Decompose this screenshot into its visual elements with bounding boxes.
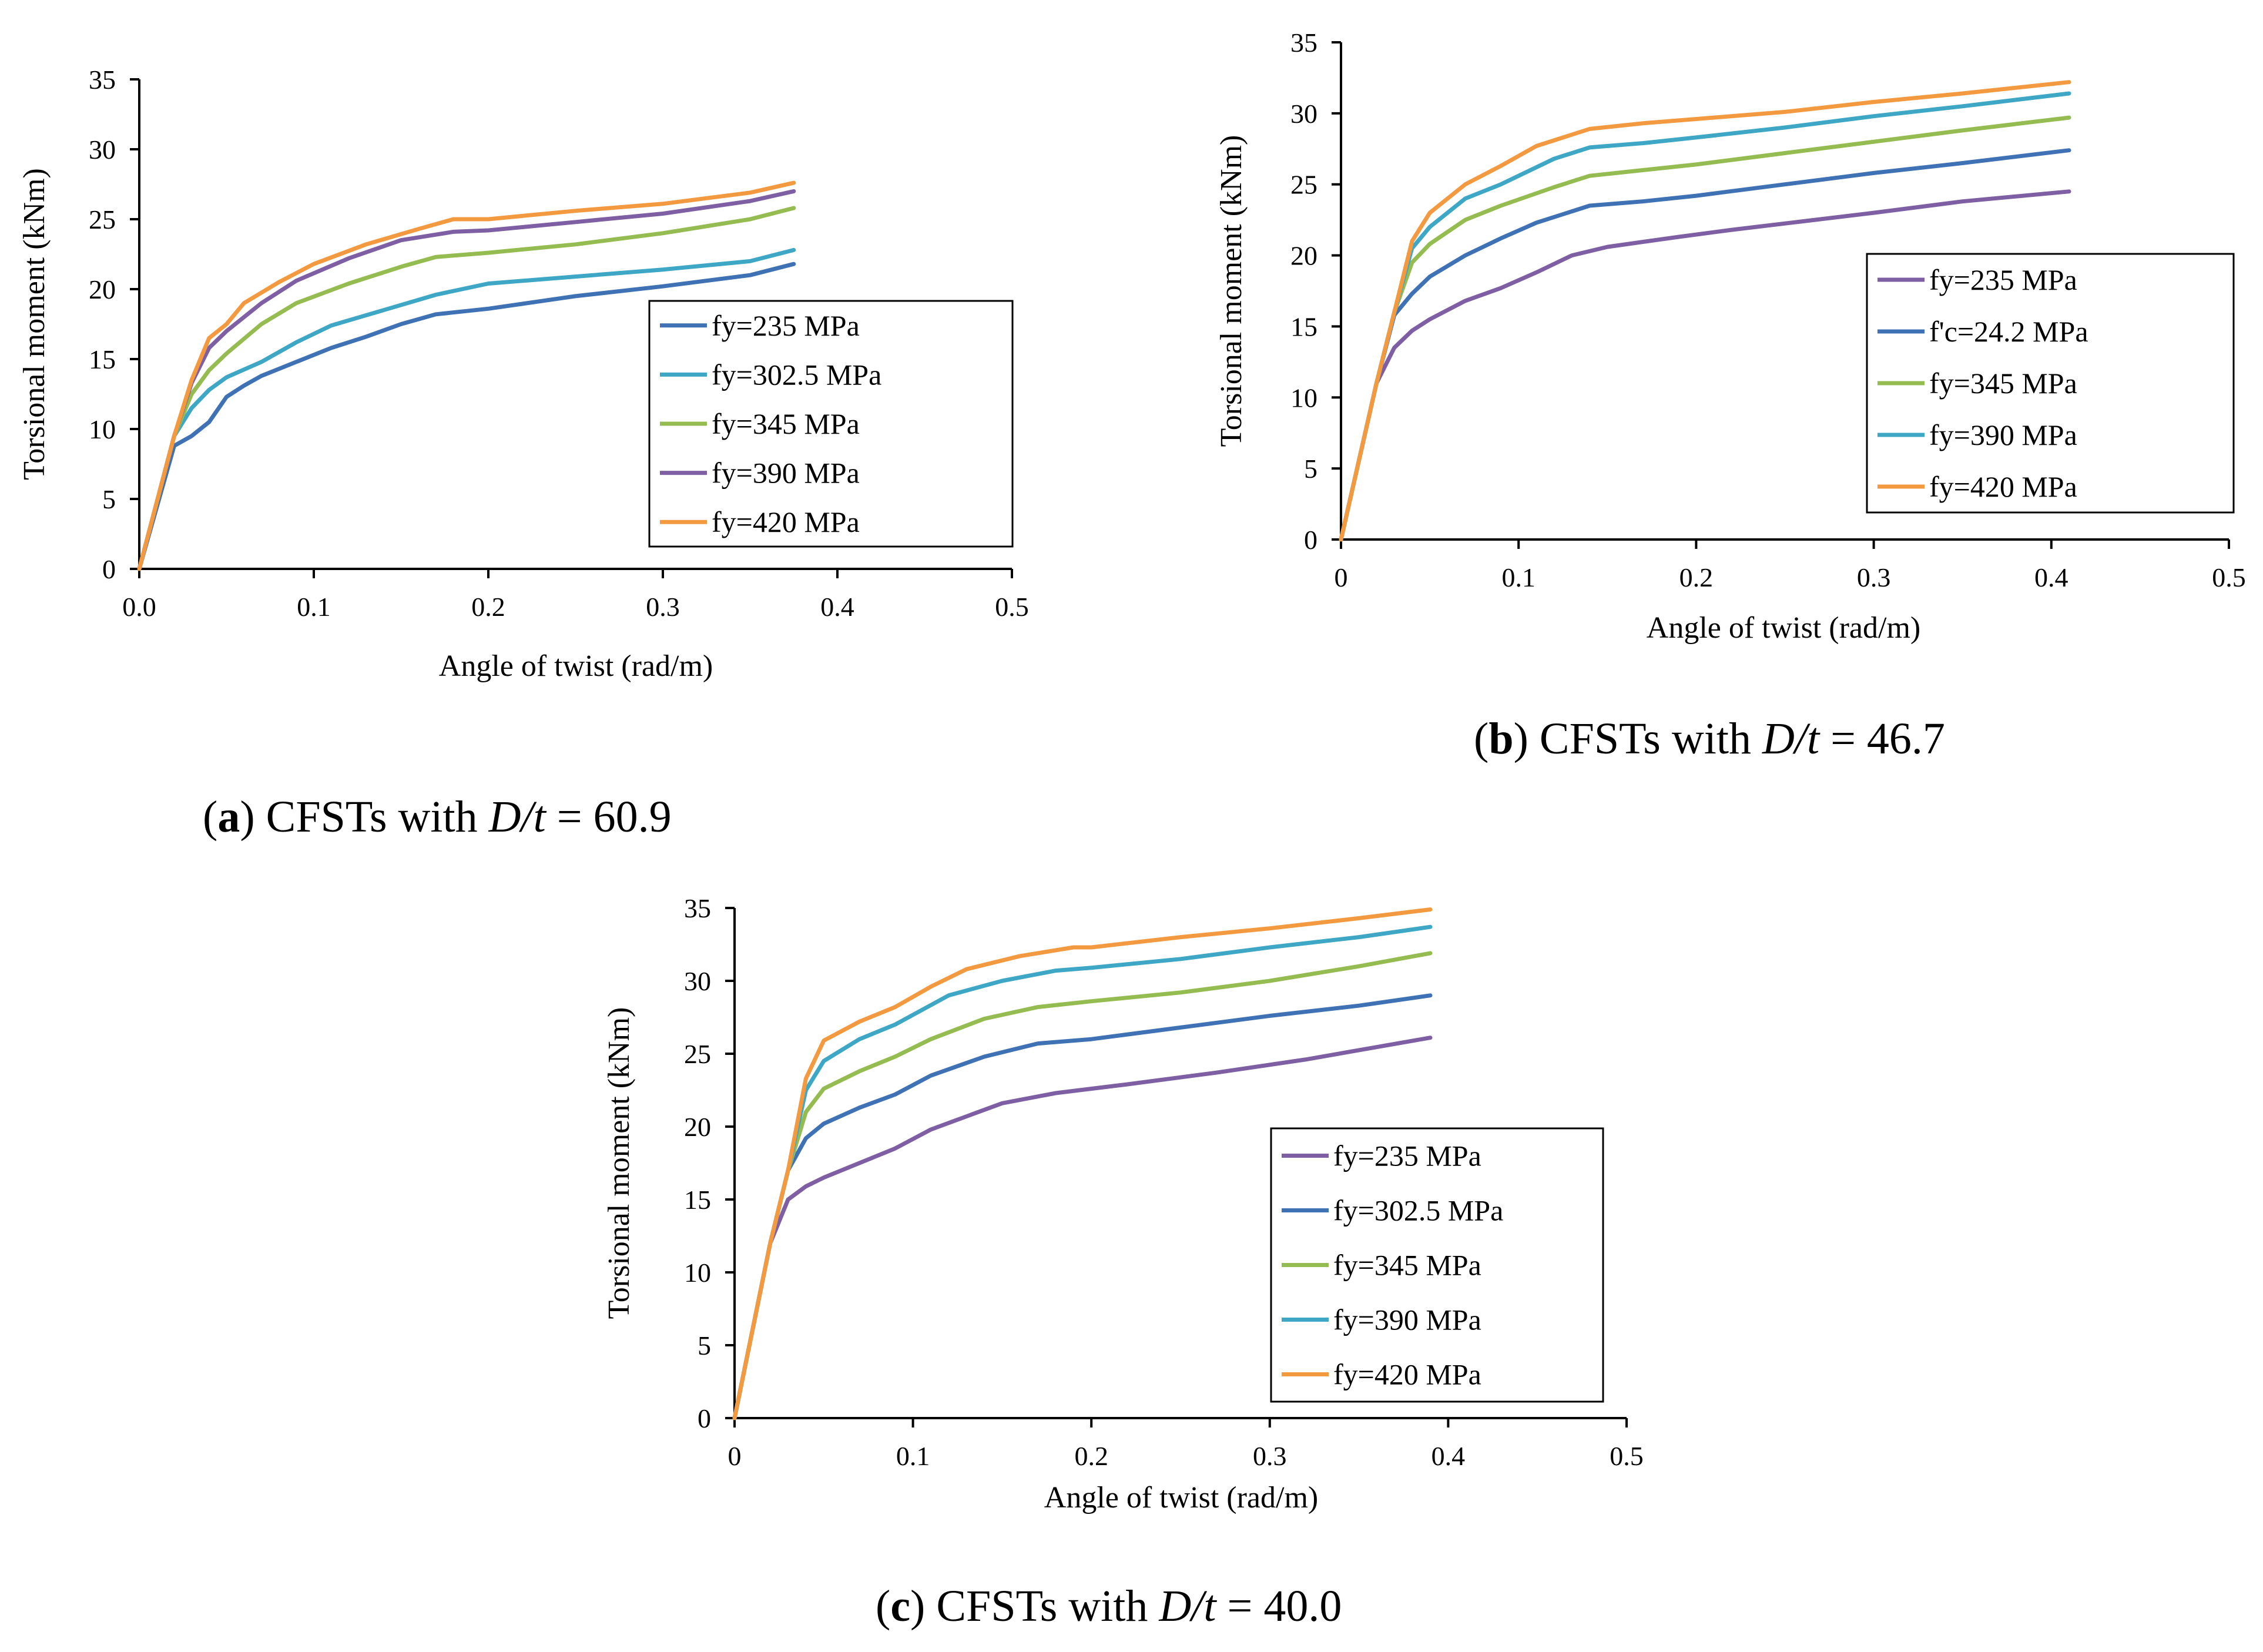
legend-box bbox=[648, 300, 1014, 548]
legend-label: fy=235 MPa bbox=[712, 309, 860, 342]
y-tick-label: 30 bbox=[1290, 99, 1317, 129]
series-line bbox=[137, 262, 796, 571]
y-axis-title: Torsional moment (kNm) bbox=[602, 1007, 636, 1319]
x-tick-label: 0 bbox=[1335, 562, 1348, 592]
panel-caption: (c) CFSTs with D/t = 40.0 bbox=[876, 1581, 1342, 1631]
y-tick-label: 25 bbox=[89, 205, 116, 234]
legend-label: fy=390 MPa bbox=[1333, 1303, 1481, 1336]
y-tick-label: 0 bbox=[1304, 525, 1317, 555]
y-tick-label: 25 bbox=[684, 1039, 711, 1069]
y-tick-label: 20 bbox=[684, 1112, 711, 1142]
x-tick-label: 0.3 bbox=[1857, 562, 1891, 592]
y-tick-label: 5 bbox=[102, 484, 116, 514]
x-axis-title: Angle of twist (rad/m) bbox=[1647, 611, 1920, 645]
y-tick-label: 10 bbox=[684, 1258, 711, 1288]
panel-b-chart: 0 5 10 15 20 25 30 35 0 0.1 0.2 0.3 0.4 0.5 Angle of t… bbox=[1215, 28, 2246, 763]
x-tick-label: 0.1 bbox=[1501, 562, 1536, 592]
legend-label: fy=302.5 MPa bbox=[1333, 1194, 1503, 1227]
x-tick-label: 0.2 bbox=[471, 592, 505, 622]
y-tick-label: 10 bbox=[89, 414, 116, 444]
x-tick-label: 0.3 bbox=[1253, 1441, 1287, 1471]
legend-label: fy=345 MPa bbox=[712, 407, 860, 440]
y-axis-title: Torsional moment (kNm) bbox=[1215, 135, 1248, 447]
x-tick-label: 0.3 bbox=[646, 592, 680, 622]
panel-c-chart: 0 5 10 15 20 25 30 35 0 0.1 0.2 0.3 0.4 0.5 Angle of t… bbox=[602, 893, 1644, 1631]
y-tick-label: 15 bbox=[684, 1185, 711, 1215]
series-line bbox=[137, 180, 796, 571]
y-tick-label: 35 bbox=[684, 893, 711, 923]
series-line bbox=[732, 993, 1433, 1420]
series-line bbox=[137, 206, 796, 571]
x-tick-label: 0 bbox=[728, 1441, 742, 1471]
x-tick-label: 0.0 bbox=[122, 592, 156, 622]
legend: fy=235 MPa f'c=24.2 MPa fy=345 MPa fy=390 M… bbox=[1866, 253, 2235, 514]
y-tick-label: 20 bbox=[89, 274, 116, 304]
y-tick-label: 35 bbox=[1290, 28, 1317, 58]
y-tick-label: 20 bbox=[1290, 241, 1317, 271]
legend: fy=235 MPa fy=302.5 MPa fy=345 MPa fy=390 M… bbox=[648, 300, 1014, 548]
y-tick-label: 0 bbox=[698, 1403, 711, 1433]
x-tick-label: 0.4 bbox=[2034, 562, 2068, 592]
x-tick-label: 0.1 bbox=[297, 592, 331, 622]
x-tick-label: 0.5 bbox=[995, 592, 1029, 622]
y-tick-label: 15 bbox=[89, 344, 116, 374]
legend-label: fy=420 MPa bbox=[712, 505, 860, 538]
legend-label: fy=345 MPa bbox=[1929, 367, 2077, 400]
legend: fy=235 MPa fy=302.5 MPa fy=345 MPa fy=390 M… bbox=[1270, 1127, 1604, 1403]
y-tick-label: 30 bbox=[684, 966, 711, 996]
legend-label: fy=235 MPa bbox=[1929, 263, 2077, 296]
legend-label: fy=345 MPa bbox=[1333, 1249, 1481, 1282]
x-tick-label: 0.2 bbox=[1679, 562, 1714, 592]
x-tick-label: 0.5 bbox=[1610, 1441, 1644, 1471]
x-tick-label: 0.1 bbox=[896, 1441, 930, 1471]
series-line bbox=[1339, 148, 2071, 542]
legend-label: fy=235 MPa bbox=[1333, 1140, 1481, 1172]
legend-label: fy=420 MPa bbox=[1333, 1358, 1481, 1391]
panel-caption: (b) CFSTs with D/t = 46.7 bbox=[1474, 714, 1945, 763]
x-axis-title: Angle of twist (rad/m) bbox=[439, 649, 713, 683]
y-tick-label: 0 bbox=[102, 554, 116, 584]
y-tick-label: 5 bbox=[698, 1331, 711, 1361]
panel-a-chart: 0 5 10 15 20 25 30 35 0.0 0.1 0.2 0.3 0.4 0.5 Angle of… bbox=[18, 65, 1029, 842]
legend-label: fy=302.5 MPa bbox=[712, 358, 881, 391]
y-tick-label: 5 bbox=[1304, 454, 1317, 484]
legend-label: fy=390 MPa bbox=[1929, 418, 2077, 451]
y-tick-label: 30 bbox=[89, 135, 116, 165]
y-tick-label: 25 bbox=[1290, 170, 1317, 200]
series-line bbox=[732, 907, 1433, 1420]
legend-label: f'c=24.2 MPa bbox=[1929, 315, 2088, 348]
series-line bbox=[1339, 80, 2071, 542]
y-tick-label: 15 bbox=[1290, 311, 1317, 341]
y-tick-label: 35 bbox=[89, 65, 116, 95]
series-line bbox=[1339, 189, 2071, 542]
x-tick-label: 0.5 bbox=[2212, 562, 2246, 592]
x-tick-label: 0.4 bbox=[820, 592, 854, 622]
x-tick-label: 0.4 bbox=[1431, 1441, 1466, 1471]
x-axis-title: Angle of twist (rad/m) bbox=[1044, 1481, 1318, 1514]
y-axis-title: Torsional moment (kNm) bbox=[18, 168, 51, 480]
legend-label: fy=390 MPa bbox=[712, 457, 860, 490]
x-tick-label: 0.2 bbox=[1074, 1441, 1108, 1471]
legend-label: fy=420 MPa bbox=[1929, 470, 2077, 503]
legend-box bbox=[1866, 253, 2235, 514]
series-line bbox=[732, 1036, 1433, 1420]
panel-caption: (a) CFSTs with D/t = 60.9 bbox=[203, 792, 672, 842]
y-tick-label: 10 bbox=[1290, 383, 1317, 413]
series-line bbox=[137, 247, 796, 571]
